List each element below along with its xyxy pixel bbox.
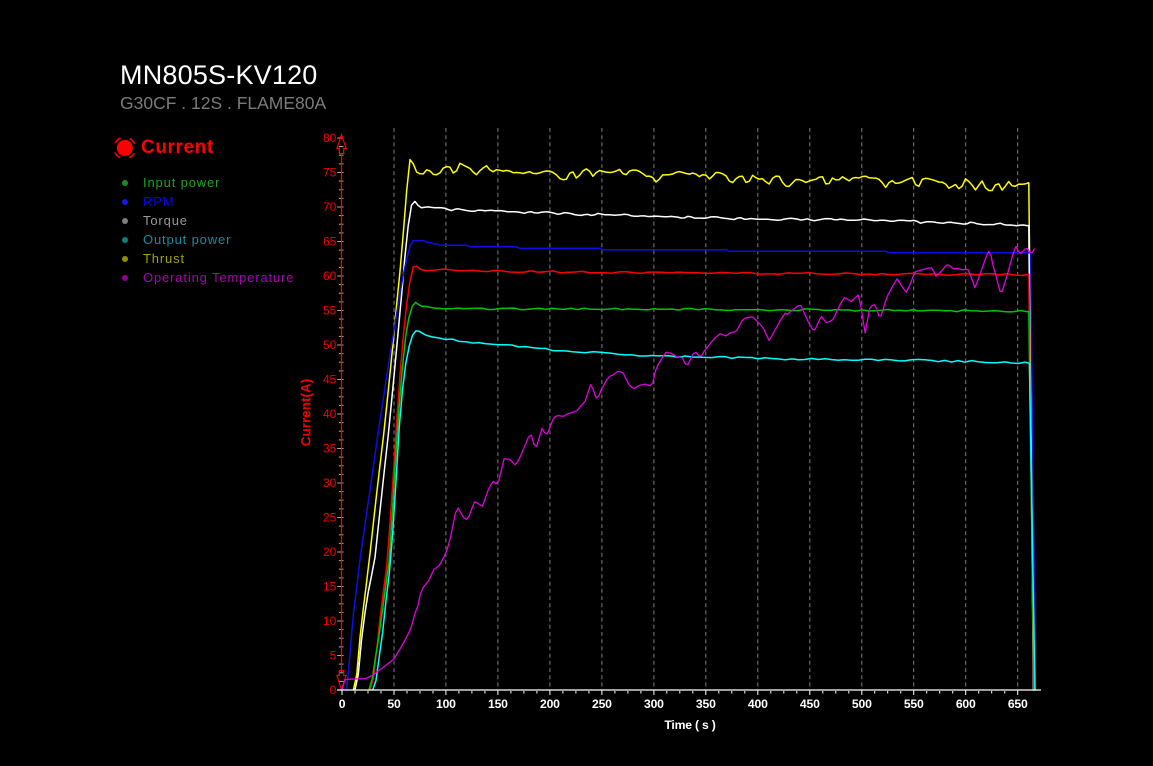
svg-text:0: 0 xyxy=(339,697,346,711)
svg-text:250: 250 xyxy=(592,697,612,711)
svg-text:500: 500 xyxy=(852,697,872,711)
svg-text:450: 450 xyxy=(800,697,820,711)
svg-text:25: 25 xyxy=(323,511,337,525)
svg-text:550: 550 xyxy=(904,697,924,711)
svg-text:30: 30 xyxy=(323,476,337,490)
svg-text:35: 35 xyxy=(323,442,337,456)
svg-text:200: 200 xyxy=(540,697,560,711)
svg-text:150: 150 xyxy=(488,697,508,711)
svg-text:40: 40 xyxy=(323,407,337,421)
svg-text:60: 60 xyxy=(323,269,337,283)
svg-text:650: 650 xyxy=(1008,697,1028,711)
svg-text:80: 80 xyxy=(323,131,337,145)
svg-text:15: 15 xyxy=(323,580,337,594)
svg-text:Time ( s ): Time ( s ) xyxy=(664,718,715,732)
svg-text:400: 400 xyxy=(748,697,768,711)
svg-text:5: 5 xyxy=(330,649,337,663)
svg-text:350: 350 xyxy=(696,697,716,711)
svg-text:0: 0 xyxy=(330,683,337,697)
svg-text:55: 55 xyxy=(323,304,337,318)
svg-text:70: 70 xyxy=(323,200,337,214)
svg-text:100: 100 xyxy=(436,697,456,711)
svg-text:Current(A): Current(A) xyxy=(299,379,314,447)
svg-text:10: 10 xyxy=(323,614,337,628)
svg-text:50: 50 xyxy=(323,338,337,352)
svg-text:50: 50 xyxy=(387,697,401,711)
svg-text:65: 65 xyxy=(323,235,337,249)
svg-text:600: 600 xyxy=(956,697,976,711)
svg-text:45: 45 xyxy=(323,373,337,387)
svg-text:20: 20 xyxy=(323,545,337,559)
svg-text:300: 300 xyxy=(644,697,664,711)
svg-text:75: 75 xyxy=(323,166,337,180)
